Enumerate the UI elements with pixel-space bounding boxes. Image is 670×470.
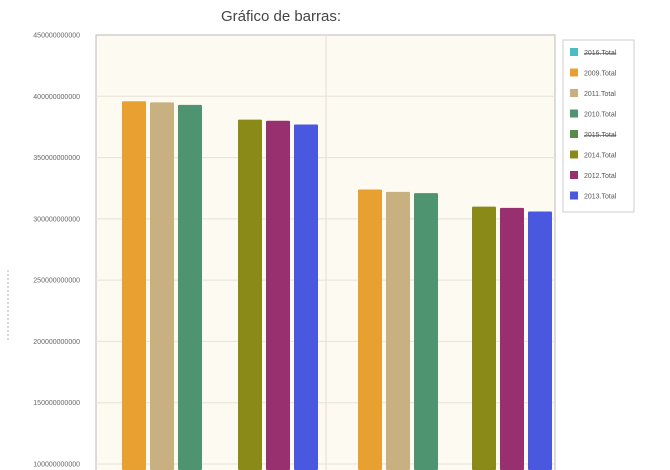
- legend-item[interactable]: 2010.Total: [584, 112, 617, 119]
- y-tick-label: 400000000000: [33, 94, 80, 101]
- bar: [472, 206, 496, 470]
- bars: [122, 101, 552, 470]
- y-tick-label: 450000000000: [33, 33, 80, 40]
- legend-swatch: [570, 109, 578, 118]
- legend-item[interactable]: 2016.Total: [584, 50, 617, 57]
- y-tick-label: 350000000000: [33, 155, 80, 162]
- legend-swatch: [570, 191, 578, 200]
- bar: [414, 193, 438, 470]
- chart-title: Gráfico de barras:: [221, 8, 341, 25]
- y-tick-label: 150000000000: [33, 400, 80, 407]
- bar: [358, 189, 382, 470]
- bar: [528, 211, 552, 470]
- legend-swatch: [570, 150, 578, 159]
- y-tick-label: 100000000000: [33, 462, 80, 469]
- bar: [500, 207, 524, 470]
- y-tick-label: 200000000000: [33, 339, 80, 346]
- legend-swatch: [570, 68, 578, 77]
- legend-item[interactable]: 2011.Total: [584, 91, 616, 98]
- legend-item[interactable]: 2013.Total: [584, 194, 617, 201]
- legend-swatch: [570, 89, 578, 97]
- bar: [122, 101, 146, 470]
- legend[interactable]: 2016.Total 2009.Total 2011.Total 2010.Total…: [562, 39, 635, 213]
- y-tick-label: 300000000000: [33, 216, 80, 223]
- legend-item[interactable]: 2014.Total: [584, 153, 617, 160]
- legend-item[interactable]: 2012.Total: [584, 173, 617, 180]
- bar: [266, 120, 290, 470]
- y-tick-label: 250000000000: [33, 278, 80, 285]
- legend-item[interactable]: 2009.Total: [584, 71, 617, 78]
- bar: [178, 104, 202, 470]
- legend-swatch: [570, 171, 578, 179]
- legend-item[interactable]: 2015.Total: [584, 132, 617, 139]
- bar: [294, 124, 318, 470]
- legend-swatch: [570, 130, 578, 138]
- bar: [238, 119, 262, 470]
- bar: [386, 191, 410, 470]
- bar: [150, 102, 174, 470]
- legend-box: [562, 39, 635, 213]
- y-axis-ticks: 100000000000 150000000000 200000000000 2500…: [33, 33, 80, 469]
- legend-swatch: [570, 48, 578, 56]
